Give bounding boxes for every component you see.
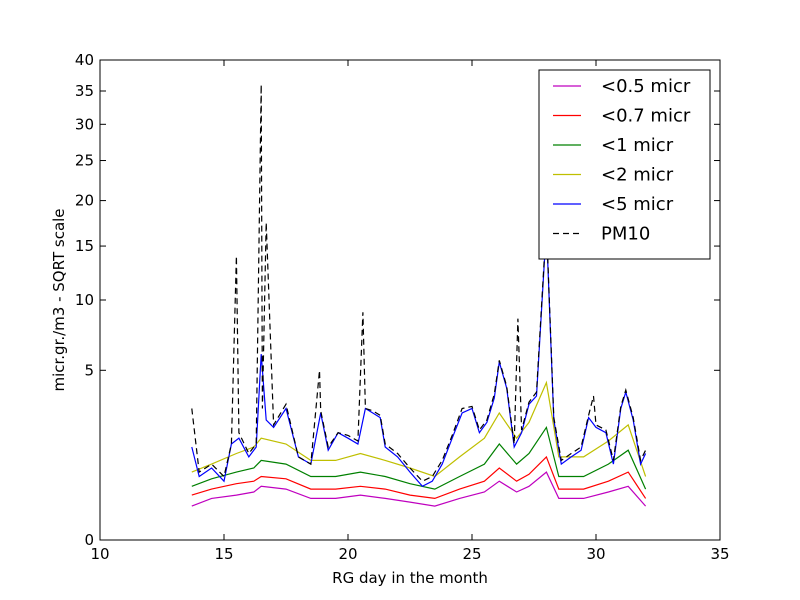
series-line-1	[191, 455, 647, 500]
y-tick-label-7: 35	[75, 82, 94, 100]
x-tick-label-1: 15	[214, 545, 233, 563]
y-tick-label-2: 10	[75, 291, 94, 309]
x-tick-label-2: 20	[338, 545, 357, 563]
axis-ticks: 10 15 20 25 30 35 0 5 10 15 20 25 30 35 40	[75, 51, 730, 563]
y-tick-label-8: 40	[75, 51, 94, 69]
legend-box	[538, 69, 711, 260]
x-tick-label-4: 30	[586, 545, 605, 563]
y-tick-label-6: 30	[75, 115, 94, 133]
legend-label-2: <1 micr	[601, 135, 674, 156]
y-tick-label-4: 20	[75, 192, 94, 210]
legend-label-3: <2 micr	[601, 165, 674, 186]
y-tick-label-1: 5	[84, 361, 94, 379]
series-line-0	[191, 471, 647, 507]
y-tick-label-0: 0	[84, 531, 94, 549]
y-axis-label: micr.gr./m3 - SQRT scale	[50, 208, 68, 391]
legend: <0.5 micr <0.7 micr <1 micr <2 micr <5 micr P…	[538, 69, 711, 260]
series-line-5	[191, 84, 647, 482]
plot-lines	[191, 84, 647, 507]
x-tick-label-0: 10	[90, 545, 109, 563]
legend-label-1: <0.7 micr	[601, 106, 691, 127]
legend-label-5: PM10	[601, 224, 650, 245]
y-tick-label-3: 15	[75, 237, 94, 255]
y-tick-label-5: 25	[75, 152, 94, 170]
legend-label-0: <0.5 micr	[601, 76, 691, 97]
x-tick-label-5: 35	[710, 545, 729, 563]
x-tick-label-3: 25	[462, 545, 481, 563]
x-axis-label: RG day in the month	[332, 569, 488, 587]
legend-label-4: <5 micr	[601, 194, 674, 215]
series-line-2	[191, 425, 647, 490]
series-line-4	[191, 227, 647, 488]
